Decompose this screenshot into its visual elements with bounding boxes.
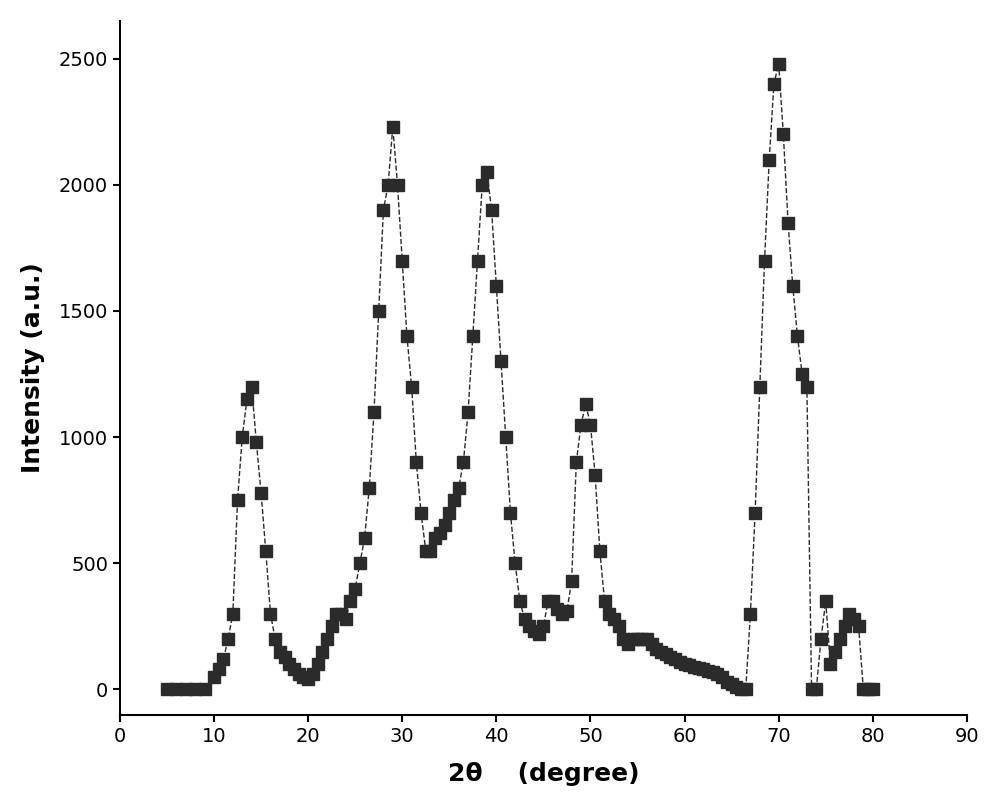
- X-axis label: 2θ    (degree): 2θ (degree): [448, 762, 639, 786]
- Y-axis label: Intensity (a.u.): Intensity (a.u.): [21, 262, 45, 473]
